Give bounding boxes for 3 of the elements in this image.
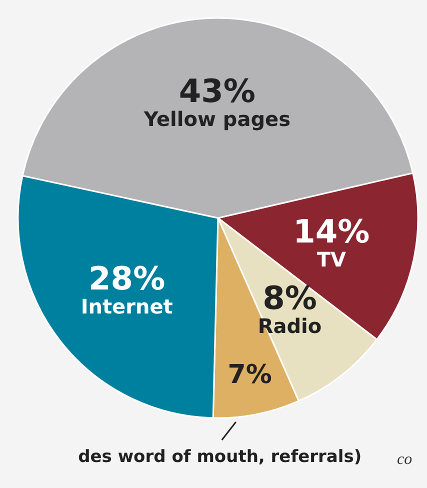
text: co: [397, 451, 412, 468]
slice-label: des word of mouth, referrals): [78, 447, 362, 467]
data-label: 7%: [228, 360, 272, 390]
